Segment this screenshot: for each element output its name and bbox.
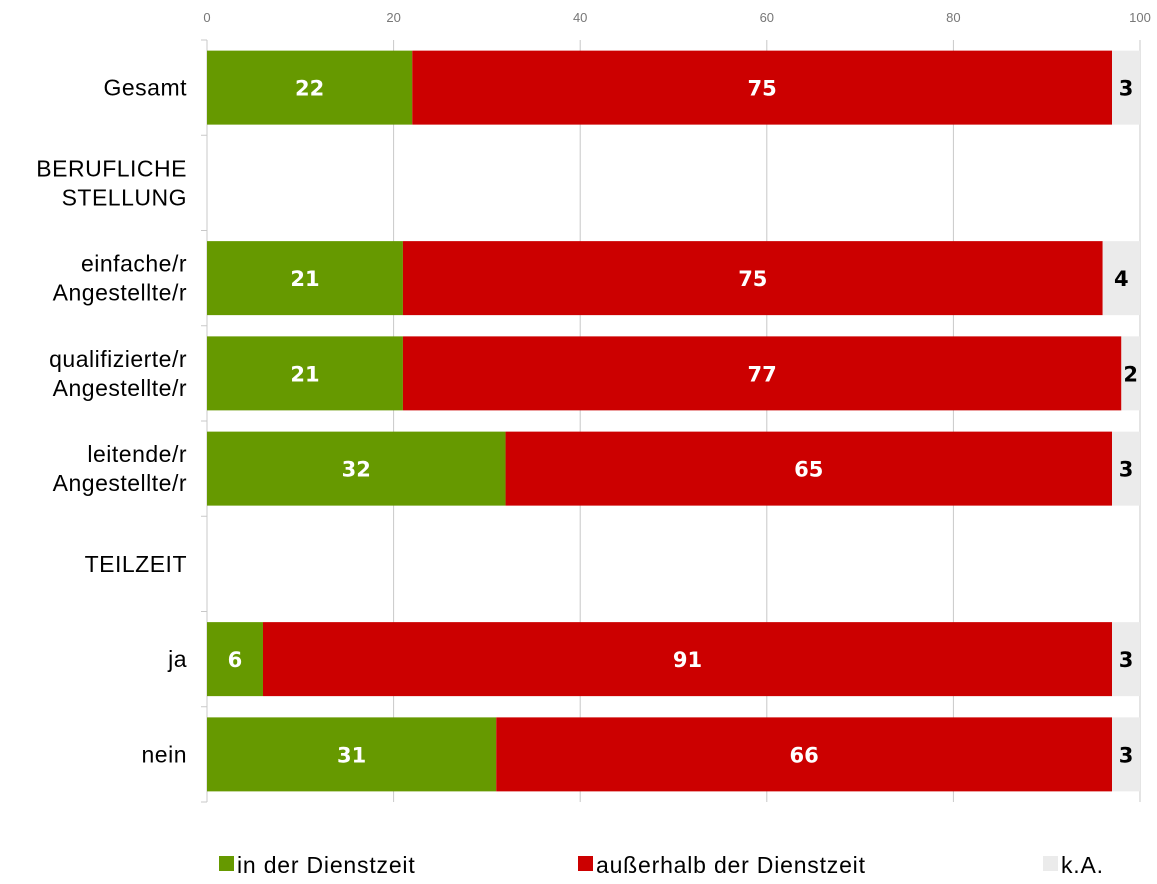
legend-swatch — [1043, 856, 1058, 871]
data-label: 2 — [1123, 362, 1138, 386]
legend-label: in der Dienstzeit — [237, 852, 416, 878]
data-label: 77 — [748, 362, 777, 386]
bar-segment — [402, 241, 1103, 316]
category-label: TEILZEIT — [85, 551, 187, 577]
bar-segment — [496, 717, 1113, 792]
bar-segment — [1121, 336, 1140, 411]
x-tick-label: 0 — [203, 10, 210, 25]
legend-label: k.A. — [1061, 852, 1104, 878]
bar-segment — [207, 622, 263, 697]
category-label: nein — [142, 741, 187, 767]
legend-label: außerhalb der Dienstzeit — [596, 852, 866, 878]
bar-segment — [207, 50, 413, 125]
x-tick-label: 80 — [946, 10, 960, 25]
category-labels: Gesamt BERUFLICHE STELLUNG einfache/r Angest… — [36, 75, 187, 768]
data-label: 22 — [295, 77, 324, 101]
category-label: einfache/r Angestellte/r — [53, 251, 187, 306]
bar-segment — [207, 431, 506, 506]
legend: in der Dienstzeit außerhalb der Dienstzei… — [219, 852, 1104, 878]
bar-segment — [207, 336, 403, 411]
data-label: 65 — [794, 458, 823, 482]
data-label: 32 — [342, 458, 371, 482]
data-label: 3 — [1119, 743, 1134, 767]
data-label: 75 — [738, 267, 767, 291]
y-axis — [201, 39, 208, 803]
data-label: 6 — [228, 648, 243, 672]
data-label: 91 — [673, 648, 702, 672]
data-label: 3 — [1119, 458, 1134, 482]
x-tick-labels: 0 20 40 60 80 100 — [203, 10, 1150, 25]
data-label: 66 — [790, 743, 819, 767]
bar-segment — [402, 336, 1122, 411]
bar-segment — [505, 431, 1113, 506]
bar-segment — [207, 717, 497, 792]
category-label: leitende/r Angestellte/r — [53, 441, 187, 496]
data-label: 31 — [337, 743, 366, 767]
bar-segment — [1112, 717, 1140, 792]
x-tick-label: 60 — [760, 10, 774, 25]
legend-swatch — [219, 856, 234, 871]
bar-segment — [1112, 50, 1140, 125]
category-label: qualifizierte/r Angestellte/r — [49, 346, 187, 401]
bar-segment — [262, 622, 1113, 697]
data-label: 75 — [748, 77, 777, 101]
bar-segment — [1112, 431, 1140, 506]
category-label: ja — [167, 646, 187, 672]
x-tick-label: 100 — [1129, 10, 1151, 25]
category-label: BERUFLICHE STELLUNG — [36, 155, 187, 210]
data-label: 4 — [1114, 267, 1129, 291]
x-tick-label: 40 — [573, 10, 587, 25]
x-tick-label: 20 — [386, 10, 400, 25]
bars: 22 75 3 21 75 4 21 77 2 32 65 3 6 91 3 31 66 3 — [207, 50, 1140, 792]
data-label: 21 — [290, 267, 319, 291]
data-label: 3 — [1119, 77, 1134, 101]
data-label: 3 — [1119, 648, 1134, 672]
bar-segment — [1112, 622, 1140, 697]
category-label: Gesamt — [103, 75, 187, 101]
bar-segment — [207, 241, 403, 316]
data-label: 21 — [290, 362, 319, 386]
bar-segment — [412, 50, 1113, 125]
bar-segment — [1102, 241, 1140, 316]
legend-swatch — [578, 856, 593, 871]
